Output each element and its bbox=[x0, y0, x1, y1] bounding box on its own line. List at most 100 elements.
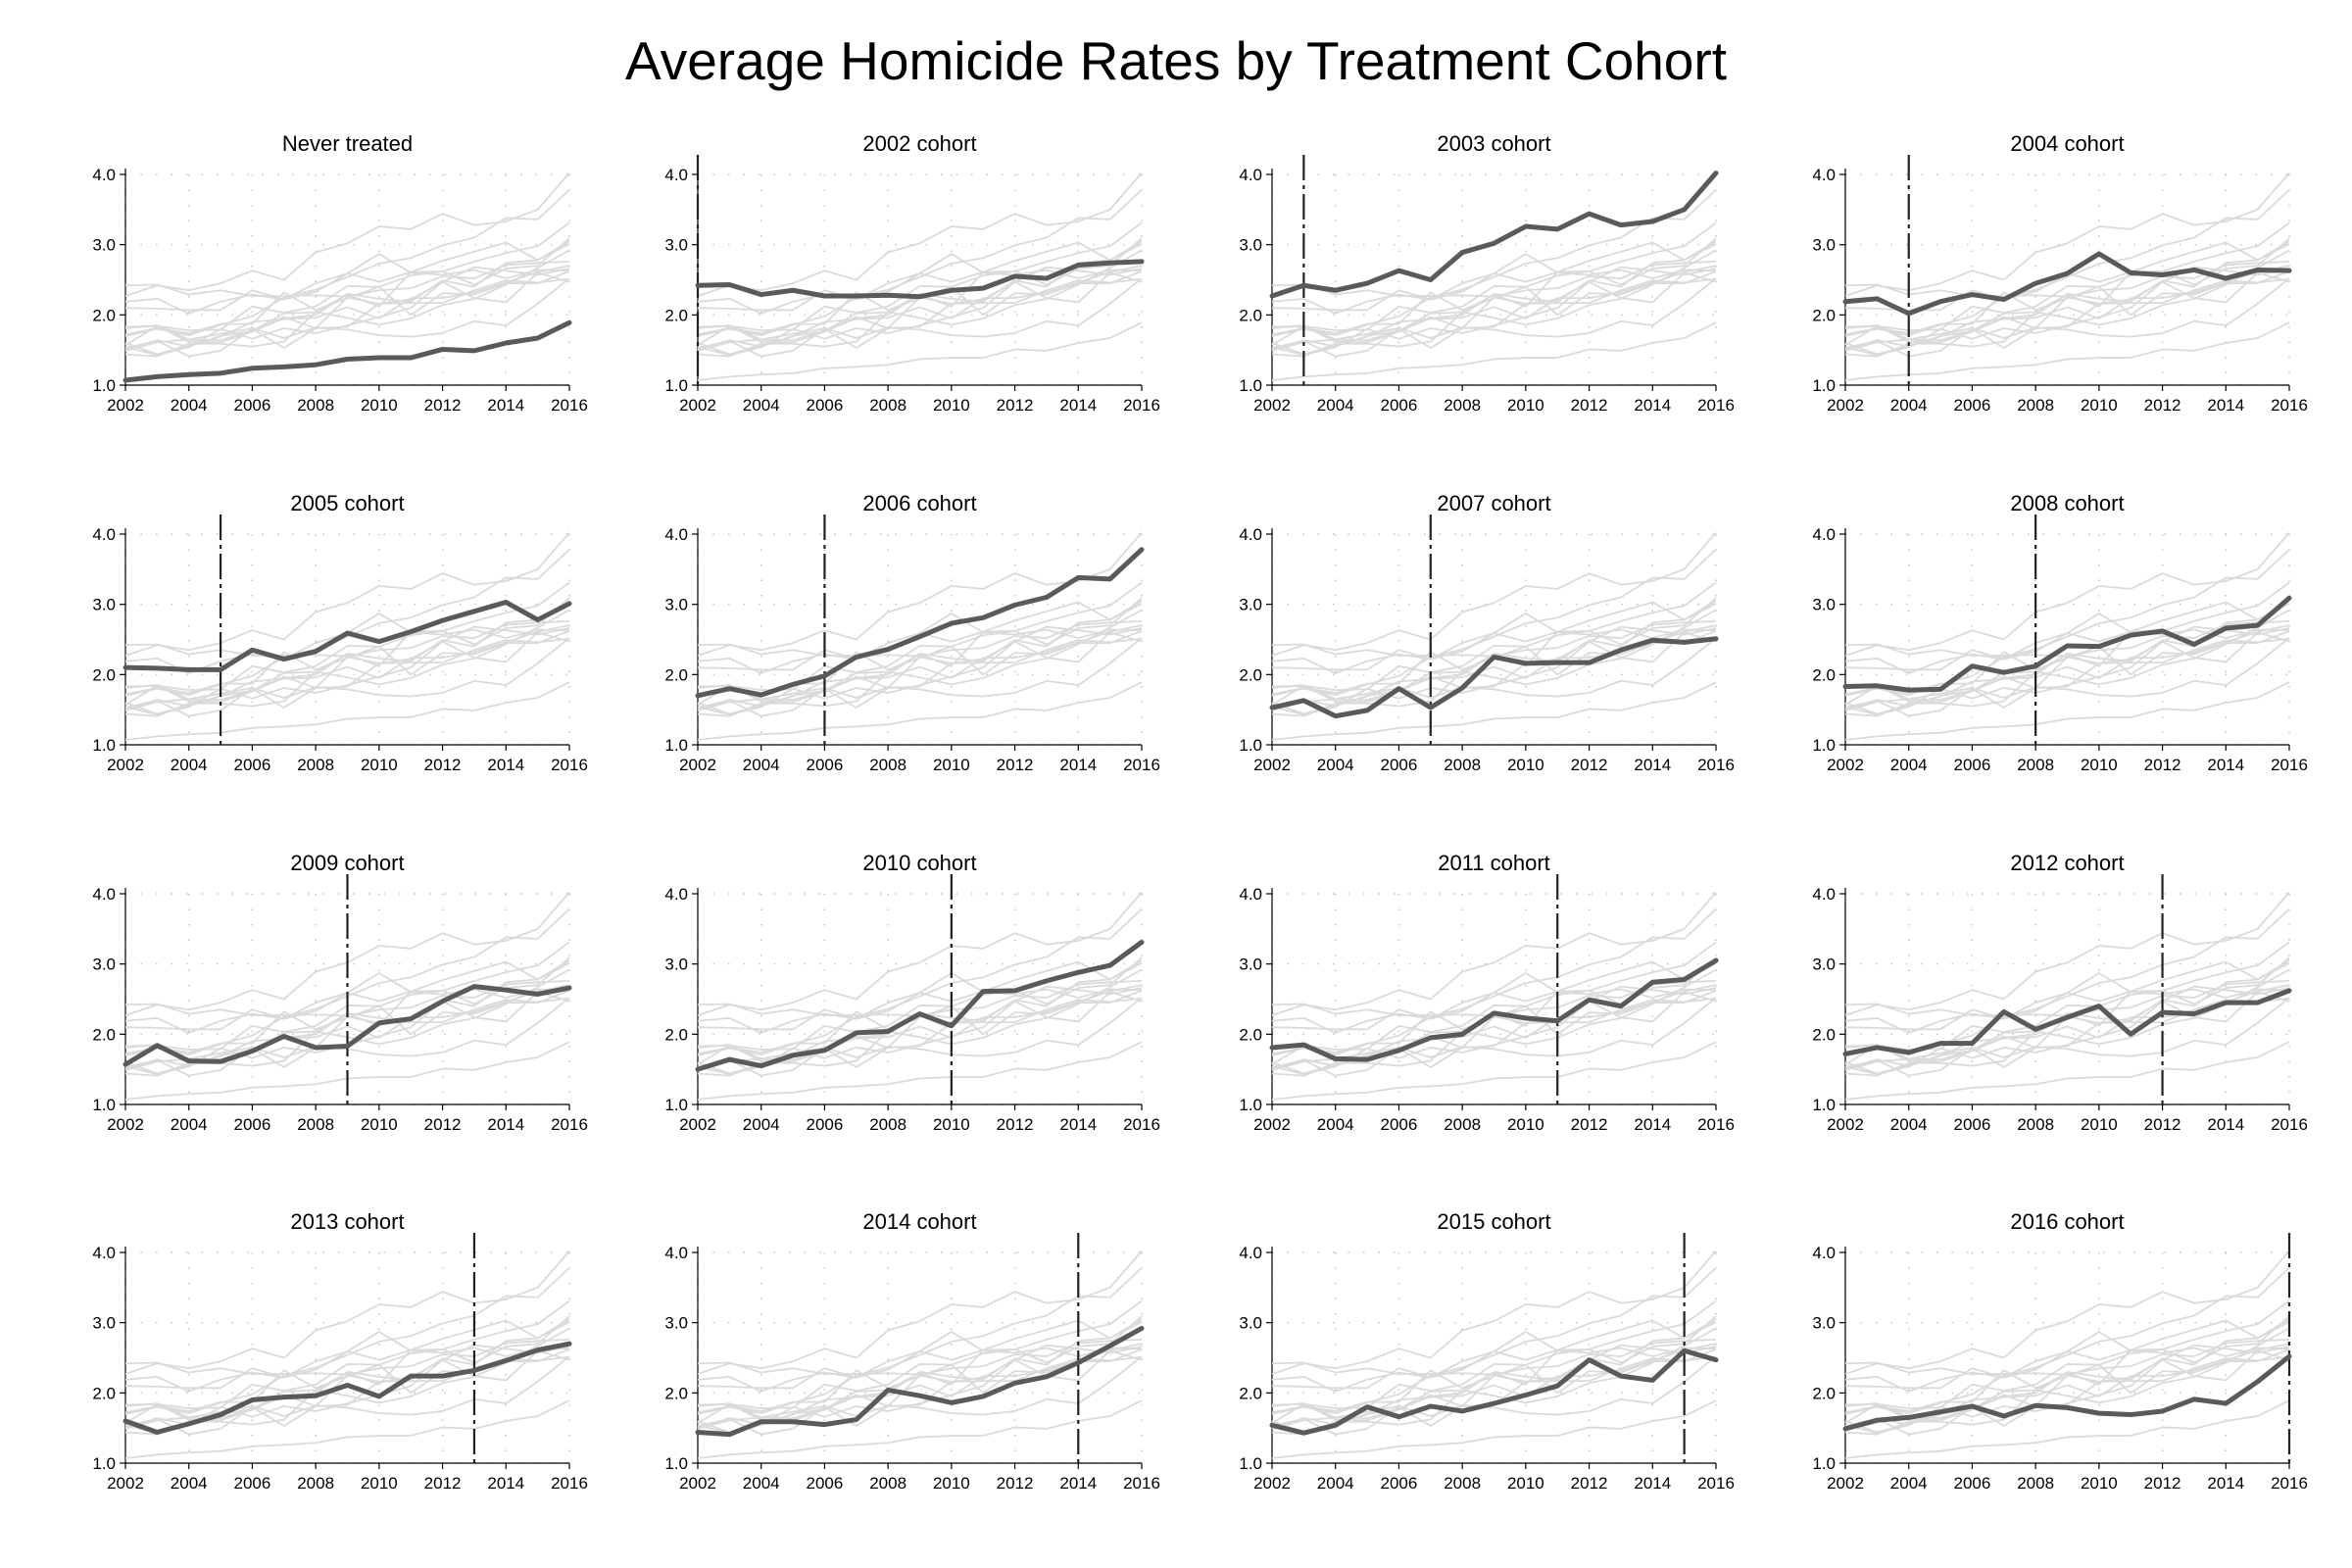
x-tick-label: 2002 bbox=[679, 1474, 716, 1493]
background-series-line bbox=[1844, 1319, 2290, 1390]
x-tick-label: 2016 bbox=[551, 1474, 588, 1493]
background-series-line bbox=[124, 600, 570, 702]
background-series-line bbox=[1271, 549, 1717, 697]
background-series-line bbox=[124, 1355, 570, 1430]
x-tick-label: 2012 bbox=[1571, 1115, 1608, 1134]
x-tick-label: 2016 bbox=[551, 396, 588, 415]
panel-14: 2014 cohort 1.0 2.0 3.0 4.0 2002 2004 2006 2008 2… bbox=[664, 1209, 1160, 1493]
y-tick-label: 2.0 bbox=[664, 1025, 688, 1044]
panel-10: 2010 cohort 1.0 2.0 3.0 4.0 2002 2004 2006 2008 2… bbox=[664, 851, 1160, 1134]
y-tick-label: 4.0 bbox=[664, 885, 688, 904]
background-series-line bbox=[124, 609, 570, 717]
x-tick-label: 2004 bbox=[171, 396, 208, 415]
y-tick-label: 2.0 bbox=[1239, 1384, 1262, 1402]
y-tick-label: 1.0 bbox=[1239, 376, 1262, 395]
cohort-series-line bbox=[695, 1325, 1145, 1438]
background-series-line bbox=[124, 549, 570, 697]
y-tick-label: 4.0 bbox=[1239, 525, 1262, 544]
y-tick-label: 3.0 bbox=[1239, 1314, 1262, 1333]
background-series-line bbox=[124, 240, 570, 342]
y-tick-label: 2.0 bbox=[1812, 1384, 1836, 1402]
x-tick-label: 2014 bbox=[1059, 1115, 1097, 1134]
y-tick-label: 2.0 bbox=[1239, 306, 1262, 324]
background-series-line bbox=[697, 601, 1143, 671]
cohort-series-line bbox=[122, 319, 572, 383]
panel-title: Never treated bbox=[282, 131, 413, 156]
background-series-line bbox=[1844, 637, 2290, 711]
y-tick-label: 4.0 bbox=[92, 1244, 116, 1262]
y-tick-label: 2.0 bbox=[1812, 306, 1836, 324]
background-series-line bbox=[697, 1349, 1143, 1435]
x-tick-label: 2004 bbox=[171, 1474, 208, 1493]
x-tick-label: 2014 bbox=[2207, 1115, 2244, 1134]
x-tick-label: 2006 bbox=[234, 756, 271, 774]
x-tick-label: 2008 bbox=[297, 1115, 334, 1134]
background-series-line bbox=[1844, 321, 2290, 381]
x-tick-label: 2002 bbox=[107, 1474, 144, 1493]
x-tick-label: 2004 bbox=[1890, 1115, 1928, 1134]
background-series-line bbox=[1271, 1399, 1717, 1459]
x-tick-label: 2006 bbox=[807, 1115, 844, 1134]
background-series-line bbox=[124, 277, 570, 352]
panel-title: 2013 cohort bbox=[290, 1209, 404, 1234]
x-tick-label: 2010 bbox=[2081, 1474, 2118, 1493]
background-series-line bbox=[1844, 1343, 2290, 1434]
x-tick-label: 2006 bbox=[807, 1474, 844, 1493]
x-tick-label: 2014 bbox=[1059, 1474, 1097, 1493]
background-series-line bbox=[1844, 601, 2290, 671]
background-series-line bbox=[697, 997, 1143, 1071]
x-tick-label: 2006 bbox=[1381, 1474, 1418, 1493]
cohort-series-line bbox=[695, 259, 1145, 300]
background-series-line bbox=[697, 637, 1143, 711]
background-series-line bbox=[1844, 631, 2290, 716]
background-series-line bbox=[697, 189, 1143, 337]
panel-title: 2011 cohort bbox=[1438, 851, 1550, 875]
background-series-line bbox=[1844, 1327, 2290, 1436]
x-tick-label: 2014 bbox=[487, 756, 524, 774]
panel-title: 2009 cohort bbox=[290, 851, 404, 875]
x-tick-label: 2010 bbox=[2081, 1115, 2118, 1134]
x-tick-label: 2004 bbox=[171, 756, 208, 774]
background-series-line bbox=[1271, 249, 1717, 358]
background-series-line bbox=[1271, 1319, 1717, 1390]
x-tick-label: 2016 bbox=[1123, 396, 1160, 415]
background-series-line bbox=[697, 321, 1143, 381]
y-tick-label: 2.0 bbox=[664, 1384, 688, 1402]
background-series-line bbox=[1844, 531, 2290, 657]
background-series-line bbox=[1844, 1349, 2290, 1435]
panel-title: 2016 cohort bbox=[2010, 1209, 2124, 1234]
y-tick-label: 1.0 bbox=[92, 736, 116, 755]
x-tick-label: 2008 bbox=[869, 756, 906, 774]
background-series-line bbox=[1844, 960, 2290, 1031]
panel-title: 2002 cohort bbox=[862, 131, 976, 156]
x-tick-label: 2016 bbox=[1697, 1474, 1735, 1493]
x-tick-label: 2014 bbox=[487, 1115, 524, 1134]
x-tick-label: 2010 bbox=[933, 756, 970, 774]
background-series-line bbox=[1844, 991, 2290, 1076]
x-tick-label: 2010 bbox=[1507, 1115, 1544, 1134]
x-tick-label: 2008 bbox=[297, 756, 334, 774]
background-series-line bbox=[124, 1399, 570, 1459]
x-tick-label: 2016 bbox=[2271, 1115, 2308, 1134]
background-series-line bbox=[697, 891, 1143, 1016]
x-tick-label: 2004 bbox=[1317, 396, 1354, 415]
x-tick-label: 2010 bbox=[933, 396, 970, 415]
background-series-line bbox=[1271, 1250, 1717, 1375]
y-tick-label: 2.0 bbox=[92, 1025, 116, 1044]
x-tick-label: 2008 bbox=[1444, 756, 1481, 774]
y-tick-label: 3.0 bbox=[1812, 596, 1836, 614]
x-tick-label: 2008 bbox=[869, 1115, 906, 1134]
y-tick-label: 4.0 bbox=[664, 525, 688, 544]
y-tick-label: 3.0 bbox=[92, 596, 116, 614]
x-tick-label: 2012 bbox=[997, 1115, 1034, 1134]
background-series-line bbox=[124, 1318, 570, 1420]
x-tick-label: 2006 bbox=[1954, 1115, 1991, 1134]
panel-title: 2010 cohort bbox=[862, 851, 976, 875]
background-series-line bbox=[124, 531, 570, 657]
x-tick-label: 2010 bbox=[1507, 396, 1544, 415]
x-tick-label: 2006 bbox=[234, 1474, 271, 1493]
x-tick-label: 2014 bbox=[1059, 756, 1097, 774]
background-series-line bbox=[124, 630, 570, 696]
y-tick-label: 2.0 bbox=[92, 1384, 116, 1402]
x-tick-label: 2010 bbox=[361, 756, 398, 774]
